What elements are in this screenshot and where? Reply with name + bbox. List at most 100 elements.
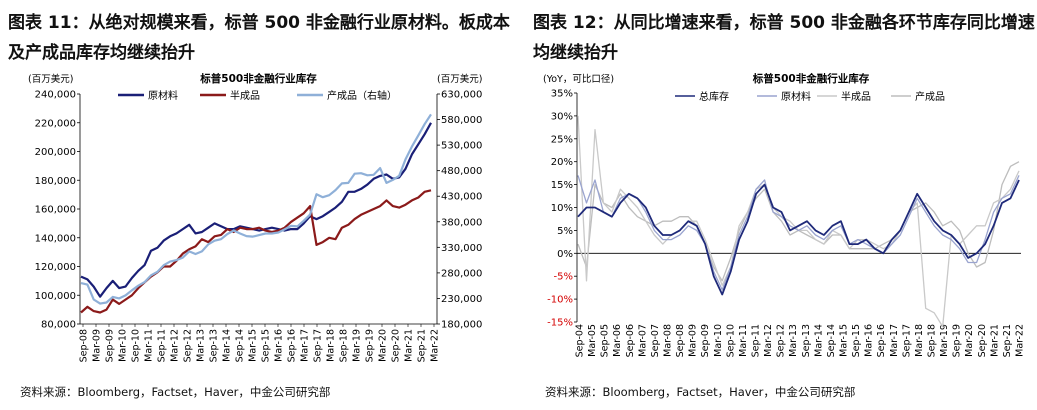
x-tick-label: Sep-21 [1002,324,1013,357]
x-tick-label: Mar-19 [939,324,950,357]
chart-title: 标普500非金融行业库存 [199,72,317,85]
x-tick-label: Mar-17 [889,324,900,357]
x-tick-label: Sep-09 [105,329,116,362]
x-tick-label: Sep-04 [575,324,586,357]
y2-tick-label: 380,000 [441,217,482,228]
x-tick-label: Sep-12 [776,324,787,357]
y-tick-label: 10% [551,203,573,214]
x-tick-label: Sep-14 [826,324,837,357]
left-figure-source: 资料来源：Bloomberg，Factset，Haver，中金公司研究部 [20,385,331,399]
x-tick-label: Sep-08 [675,324,686,357]
x-tick-label: Sep-07 [650,324,661,357]
x-tick-label: Sep-08 [79,329,90,362]
x-tick-label: Sep-11 [157,329,168,362]
right-figure-title: 图表 12：从同比增速来看，标普 500 非金融各环节库存同比增速均继续抬升 [533,13,1035,63]
legend-label-raw: 原材料 [148,89,178,102]
x-tick-label: Mar-12 [763,324,774,357]
series-line-r_semi [577,115,1020,328]
x-tick-label: Sep-10 [725,324,736,357]
x-tick-label: Mar-10 [713,324,724,357]
x-tick-label: Mar-09 [92,329,103,362]
x-tick-label: Mar-17 [300,329,311,362]
right-inventory-yoy-chart: 标普500非金融行业库存 (YoY，可比口径) -15% -10% -5% 0% 5% 10%… [543,72,1026,357]
x-tick-label: Sep-10 [131,329,142,362]
left-inventory-level-chart: 标普500非金融行业库存 (百万美元) (百万美元) 80,000 100,000 120… [28,72,482,362]
series-line-finished [80,113,432,305]
y-tick-label: 25% [551,134,573,145]
y2-tick-label: 330,000 [441,243,482,254]
legend-label-r_semi: 半成品 [841,90,871,103]
x-tick-label: Mar-19 [352,329,363,362]
y-tick-label: 30% [551,111,573,122]
x-tick-label: Sep-18 [339,329,350,362]
x-tick-label: Mar-12 [170,329,181,362]
x-tick-label: Sep-05 [600,324,611,357]
x-tick-label: Mar-15 [248,329,259,362]
y-tick-label: -15% [547,318,573,329]
y-tick-label: 180,000 [35,176,76,187]
y-tick-label: 5% [557,226,573,237]
x-tick-label: Sep-12 [183,329,194,362]
x-tick-label: Mar-10 [118,329,129,362]
x-tick-label: Mar-20 [378,329,389,362]
x-tick-label: Mar-13 [196,329,207,362]
x-tick-label: Mar-11 [144,329,155,362]
x-tick-label: Mar-21 [989,324,1000,357]
x-tick-label: Sep-13 [209,329,220,362]
x-tick-label: Mar-18 [914,324,925,357]
legend-label-semi: 半成品 [230,89,260,102]
y-tick-label: 240,000 [35,90,76,101]
x-tick-label: Sep-17 [901,324,912,357]
chart-title: 标普500非金融行业库存 [752,72,870,85]
x-tick-label: Sep-16 [876,324,887,357]
y-tick-label: -10% [547,295,573,306]
series-line-semi [80,189,432,314]
series-line-r_finished [577,161,1020,282]
y2-tick-label: 430,000 [441,192,482,203]
y2-tick-label: 530,000 [441,141,482,152]
x-tick-label: Mar-22 [430,329,441,362]
x-tick-label: Sep-11 [751,324,762,357]
x-tick-label: Sep-20 [977,324,988,357]
left-figure-title: 图表 11：从绝对规模来看，标普 500 非金融行业原材料。板成本及产成品库存均… [8,13,510,63]
legend-label-total: 总库存 [699,90,729,103]
y-tick-label: -5% [554,272,573,283]
legend-label-r_raw: 原材料 [781,90,811,103]
y-tick-label: 100,000 [35,291,76,302]
x-tick-label: Mar-16 [274,329,285,362]
x-tick-label: Sep-14 [235,329,246,362]
x-tick-label: Mar-18 [326,329,337,362]
x-tick-label: Mar-14 [813,324,824,357]
series-line-raw [80,122,432,298]
x-tick-label: Sep-15 [261,329,272,362]
x-tick-label: Sep-19 [952,324,963,357]
series-line-total [577,179,1020,296]
x-tick-label: Mar-15 [839,324,850,357]
right-figure-source: 资料来源：Bloomberg，Factset，Haver，中金公司研究部 [545,385,856,399]
y-tick-label: 80,000 [41,320,76,331]
x-tick-label: Mar-13 [788,324,799,357]
left-figure-panel: 图表 11：从绝对规模来看，标普 500 非金融行业原材料。板成本及产成品库存均… [0,0,515,410]
x-tick-label: Sep-21 [417,329,428,362]
x-tick-label: Mar-08 [663,324,674,357]
y2-tick-label: 280,000 [441,268,482,279]
x-tick-label: Sep-13 [801,324,812,357]
legend-label-finished: 产成品（右轴） [327,89,397,102]
y-tick-label: 35% [551,89,573,100]
y-tick-label: 15% [551,180,573,191]
series-line-r_raw [577,175,1020,291]
y-tick-label: 200,000 [35,147,76,158]
x-tick-label: Mar-05 [587,324,598,357]
y-tick-label: 220,000 [35,118,76,129]
x-tick-label: Sep-09 [700,324,711,357]
legend-label-r_finished: 产成品 [915,90,945,103]
x-tick-label: Mar-16 [864,324,875,357]
x-tick-label: Sep-18 [927,324,938,357]
x-tick-label: Sep-06 [625,324,636,357]
x-tick-label: Sep-20 [391,329,402,362]
x-tick-label: Mar-22 [1015,324,1026,357]
x-tick-label: Mar-09 [688,324,699,357]
x-tick-label: Mar-07 [637,324,648,357]
y-axis-left-unit: (百万美元) [28,73,73,85]
y-tick-label: 160,000 [35,205,76,216]
